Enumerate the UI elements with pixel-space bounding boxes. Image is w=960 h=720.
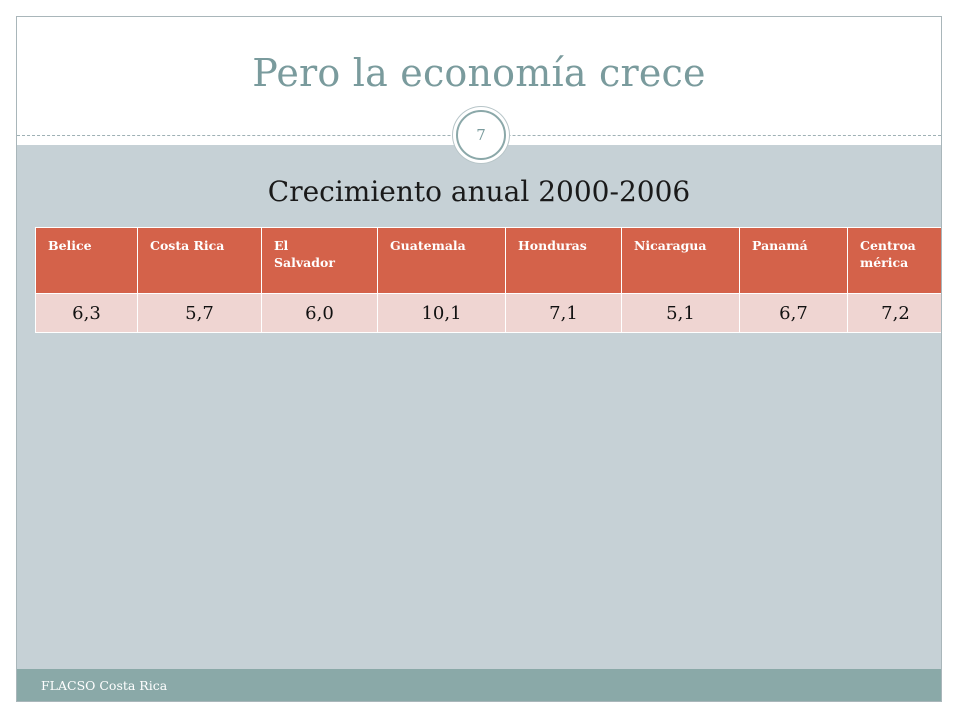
slide: Pero la economía crece 7 Crecimiento anu… bbox=[16, 16, 942, 702]
header-cell-panama: Panamá bbox=[739, 227, 848, 294]
value-cell-honduras: 7,1 bbox=[505, 293, 622, 333]
value-cell-panama: 6,7 bbox=[739, 293, 848, 333]
slide-title: Pero la economía crece bbox=[252, 51, 706, 95]
value-cell-guatemala: 10,1 bbox=[377, 293, 506, 333]
footer-bar: FLACSO Costa Rica bbox=[17, 669, 941, 701]
header-cell-belice: Belice bbox=[35, 227, 138, 294]
header-cell-el-salvador: El Salvador bbox=[261, 227, 378, 294]
value-cell-el-salvador: 6,0 bbox=[261, 293, 378, 333]
value-cell-centroamerica: 7,2 bbox=[847, 293, 941, 333]
value-cell-nicaragua: 5,1 bbox=[621, 293, 740, 333]
header-cell-guatemala: Guatemala bbox=[377, 227, 506, 294]
value-cell-costa-rica: 5,7 bbox=[137, 293, 262, 333]
page-number-badge: 7 bbox=[456, 110, 506, 160]
table-header-row: Belice Costa Rica El Salvador Guatemala H… bbox=[35, 227, 941, 294]
table-row: 6,3 5,7 6,0 10,1 7,1 5,1 6,7 7,2 bbox=[35, 293, 941, 333]
value-cell-belice: 6,3 bbox=[35, 293, 138, 333]
header-cell-centroamerica: Centroa mérica bbox=[847, 227, 941, 294]
header-cell-costa-rica: Costa Rica bbox=[137, 227, 262, 294]
content-area bbox=[17, 145, 941, 669]
footer-text: FLACSO Costa Rica bbox=[41, 678, 168, 693]
header-cell-nicaragua: Nicaragua bbox=[621, 227, 740, 294]
header-cell-honduras: Honduras bbox=[505, 227, 622, 294]
growth-table: Belice Costa Rica El Salvador Guatemala H… bbox=[35, 227, 941, 333]
table-subtitle: Crecimiento anual 2000-2006 bbox=[267, 175, 691, 208]
